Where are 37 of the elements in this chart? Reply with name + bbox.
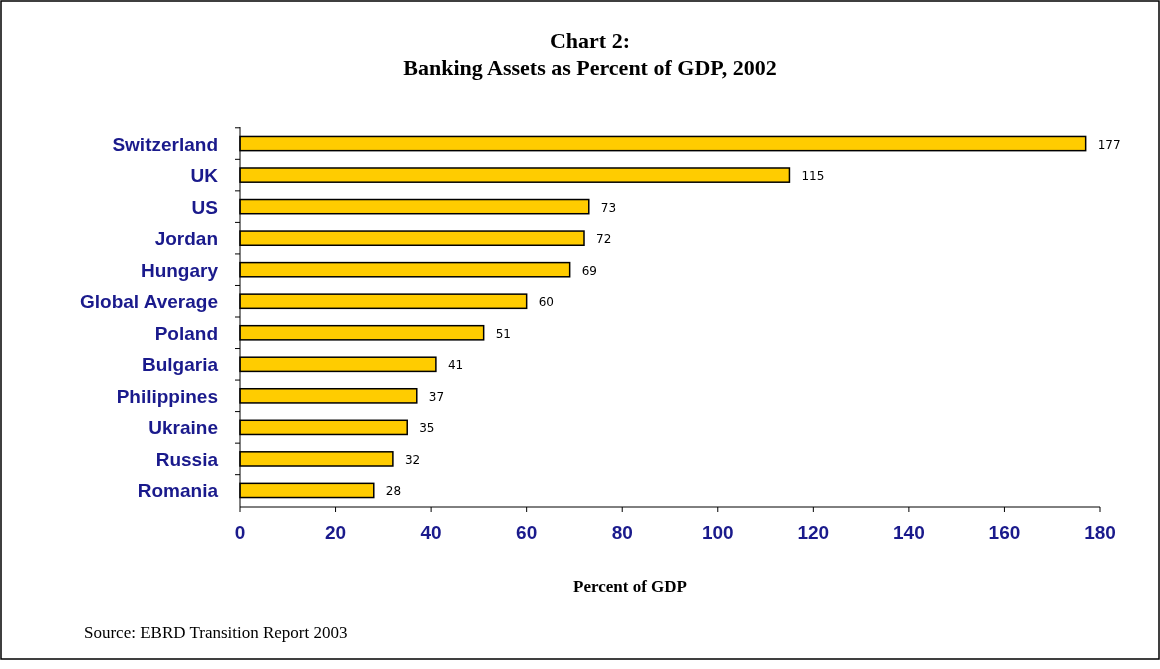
source-note: Source: EBRD Transition Report 2003 — [84, 623, 348, 642]
y-tick-label: Romania — [137, 480, 219, 502]
y-tick-label: Russia — [155, 448, 219, 470]
y-tick-label: Bulgaria — [141, 354, 219, 376]
data-label: 51 — [495, 326, 511, 341]
y-tick-label: Switzerland — [112, 133, 218, 155]
data-label: 35 — [419, 421, 435, 436]
x-axis-title: Percent of GDP — [573, 577, 687, 596]
x-tick-label: 160 — [988, 522, 1021, 543]
data-label: 28 — [385, 484, 402, 499]
x-tick-label: 40 — [420, 522, 442, 543]
data-label: 60 — [538, 295, 554, 310]
data-label: 32 — [404, 452, 421, 467]
y-tick-label: Jordan — [154, 228, 218, 250]
y-tick-label: US — [191, 196, 218, 218]
y-tick-label: Global Average — [80, 291, 218, 313]
x-tick-label: 180 — [1084, 522, 1116, 543]
x-tick-label: 0 — [234, 522, 246, 543]
x-tick-label: 80 — [611, 522, 633, 543]
y-tick-label: Philippines — [116, 385, 218, 407]
y-tick-label: Hungary — [140, 259, 219, 281]
data-label: 41 — [447, 358, 464, 373]
data-label: 73 — [600, 200, 617, 215]
x-tick-label: 100 — [701, 522, 734, 543]
chart-title: Chart 2: Banking Assets as Percent of GDP, 2002 — [403, 28, 777, 80]
x-tick-label: 20 — [324, 522, 347, 543]
x-tick-label: 60 — [516, 522, 538, 543]
data-label: 177 — [1097, 137, 1121, 152]
data-label: 72 — [596, 232, 612, 247]
x-tick-label: 120 — [797, 522, 830, 543]
data-label: 69 — [581, 263, 597, 278]
data-label: 37 — [428, 389, 445, 404]
x-tick-label: 140 — [893, 522, 925, 543]
data-label: 115 — [801, 169, 825, 184]
y-tick-label: Ukraine — [148, 417, 218, 439]
y-tick-label: Poland — [154, 322, 218, 344]
y-tick-label: UK — [190, 165, 219, 187]
